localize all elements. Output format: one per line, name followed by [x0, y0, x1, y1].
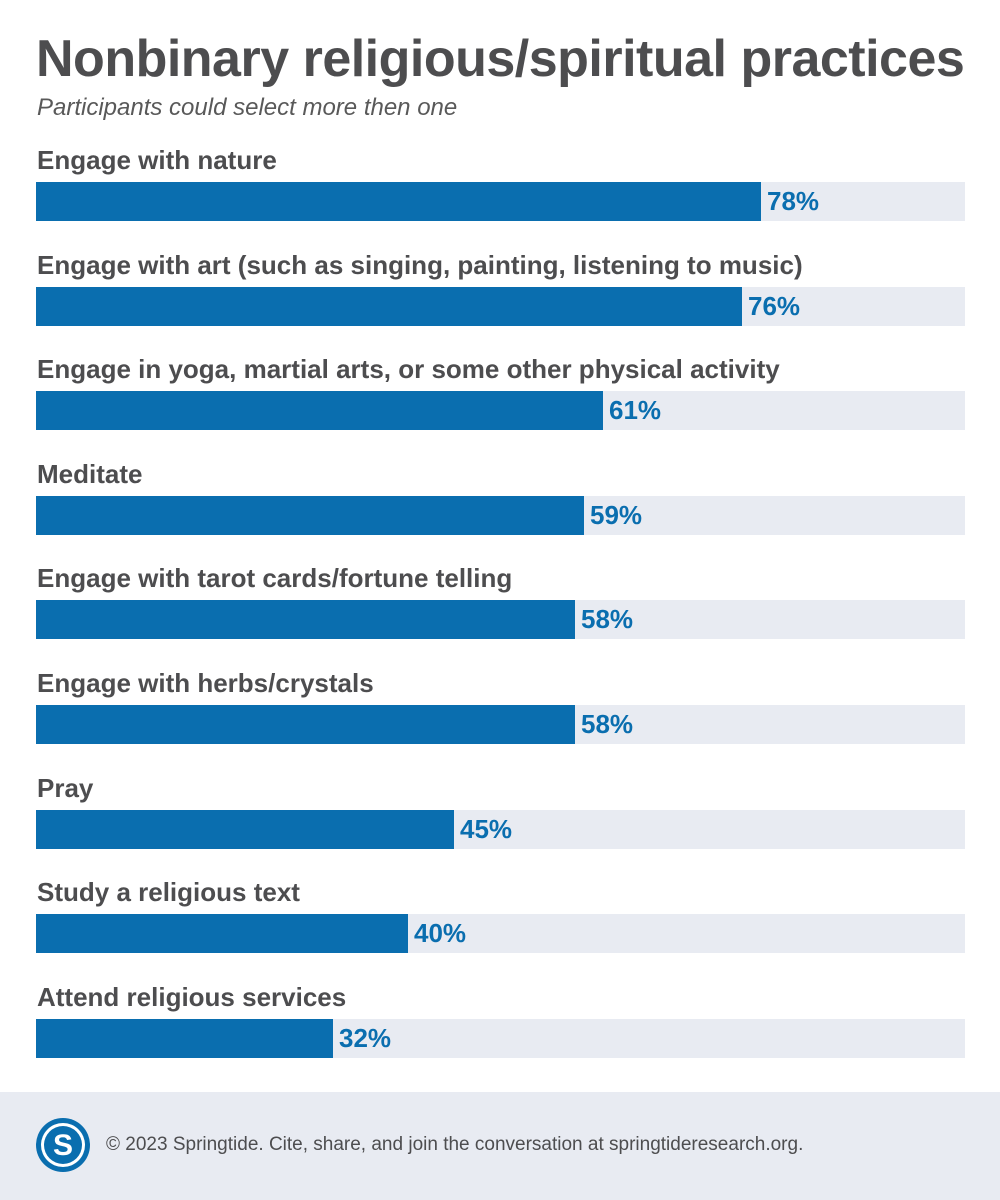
- bar-value-label: 32%: [339, 1023, 392, 1053]
- category-label: Engage with tarot cards/fortune telling: [37, 563, 513, 593]
- bar: [36, 810, 454, 849]
- category-label: Study a religious text: [37, 877, 300, 907]
- bar: [36, 391, 603, 430]
- bar: [36, 1019, 333, 1058]
- bar-value-label: 58%: [581, 604, 634, 634]
- footer-citation: © 2023 Springtide. Cite, share, and join…: [106, 1134, 804, 1155]
- category-label: Meditate: [37, 459, 143, 489]
- category-label: Pray: [37, 773, 94, 803]
- bar: [36, 496, 584, 535]
- chart-title: Nonbinary religious/spiritual practices: [36, 30, 965, 88]
- svg-text:S: S: [53, 1129, 73, 1162]
- category-label: Engage with art (such as singing, painti…: [37, 250, 803, 280]
- bar-value-label: 61%: [609, 395, 662, 425]
- category-label: Attend religious services: [37, 982, 347, 1012]
- category-label: Engage in yoga, martial arts, or some ot…: [37, 354, 780, 384]
- bar-track: 32%: [36, 1019, 965, 1058]
- bar-value-label: 58%: [581, 709, 634, 739]
- chart-subtitle: Participants could select more then one: [37, 94, 458, 121]
- bar-track: 40%: [36, 914, 965, 953]
- bar-value-label: 40%: [414, 918, 467, 948]
- bar: [36, 914, 408, 953]
- bar-track: 58%: [36, 600, 965, 639]
- bar-track: 58%: [36, 705, 965, 744]
- bar-value-label: 45%: [460, 814, 513, 844]
- springtide-logo-icon: S: [36, 1118, 90, 1172]
- category-label: Engage with nature: [37, 145, 277, 175]
- bar: [36, 600, 575, 639]
- bar: [36, 705, 575, 744]
- bar-value-label: 59%: [590, 500, 643, 530]
- bar-track: 61%: [36, 391, 965, 430]
- footer: S © 2023 Springtide. Cite, share, and jo…: [0, 1092, 1000, 1200]
- bar-track: 45%: [36, 810, 965, 849]
- bar-track: 59%: [36, 496, 965, 535]
- bar-track: 78%: [36, 182, 965, 221]
- category-label: Engage with herbs/crystals: [37, 668, 374, 698]
- bar-value-label: 76%: [748, 291, 801, 321]
- bar-track: 76%: [36, 287, 965, 326]
- bar: [36, 182, 761, 221]
- bar: [36, 287, 742, 326]
- bar-value-label: 78%: [767, 186, 820, 216]
- bar-chart: Engage with nature 78% Engage with art (su…: [36, 145, 965, 1058]
